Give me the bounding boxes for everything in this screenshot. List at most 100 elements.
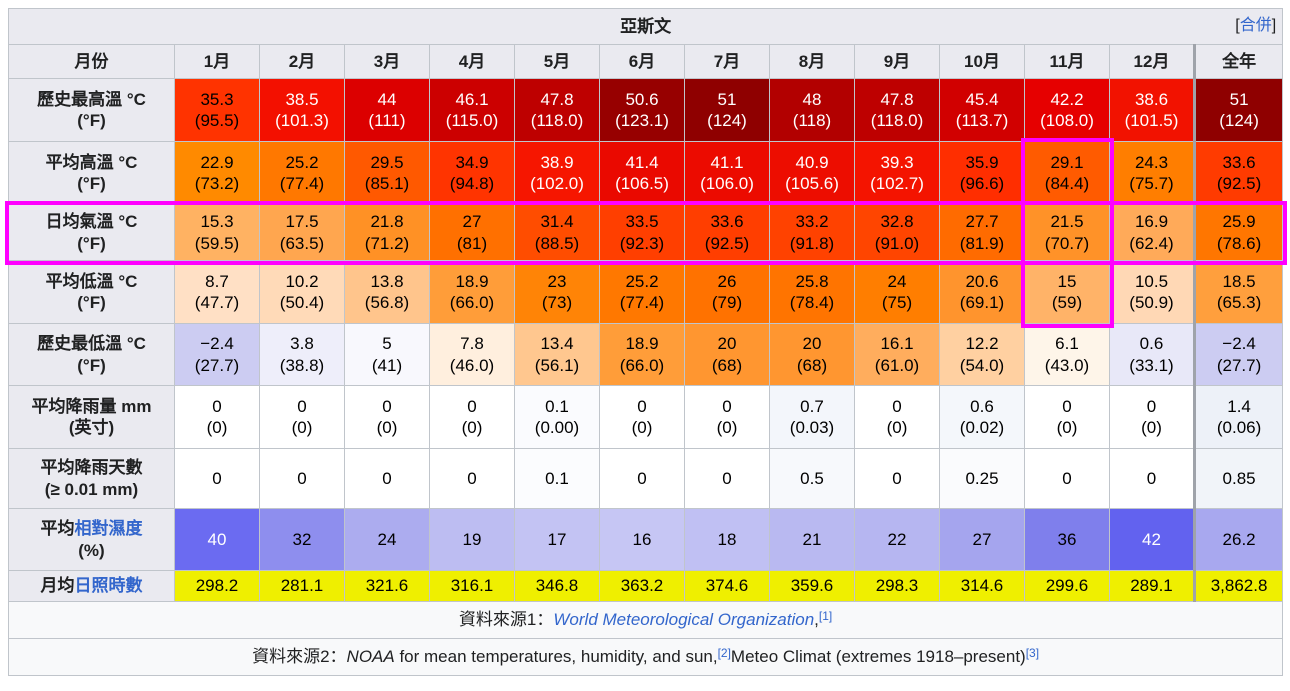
- cell-value: 22.9: [200, 152, 234, 172]
- wmo-link[interactable]: World Meteorological Organization: [553, 610, 815, 630]
- cell-secondary-value: (111): [368, 111, 406, 130]
- cell-sunshine-m9: 298.3: [854, 570, 940, 602]
- cell-precip-days-m11: 0: [1024, 448, 1110, 509]
- cell-value: 42: [1142, 529, 1161, 549]
- cell-value: 0: [892, 468, 902, 488]
- cell-record-low-m11: 6.1 (43.0): [1024, 323, 1110, 386]
- row-label-line1: 日均氣溫 °C: [45, 212, 138, 232]
- cell-mean-max-m10: 35.9 (96.6): [939, 141, 1025, 205]
- cell-value: 24: [377, 529, 397, 549]
- sunshine-link[interactable]: 日照時數: [74, 576, 143, 596]
- cell-daily-mean-annual: 25.9 (78.6): [1192, 204, 1284, 261]
- cell-value: 0.6: [970, 396, 994, 416]
- cell-sunshine-m1: 298.2: [174, 570, 260, 602]
- row-label-line2: (%): [78, 540, 105, 560]
- row-label-mean-min: 平均低溫 °C (°F): [8, 260, 175, 324]
- climate-table: 亞斯文 [合併] 月份 1月 2月 3月 4月 5月 6月 7月 8月 9月 10月 11月 12月 全年…: [7, 8, 1284, 676]
- cell-value: 47.8: [880, 89, 914, 109]
- bracket-close: ]: [1271, 17, 1277, 34]
- cell-value: 31.4: [540, 212, 574, 232]
- cell-secondary-value: (113.7): [955, 111, 1009, 130]
- cell-precip-days-m7: 0: [684, 448, 770, 509]
- cell-mean-max-m8: 40.9 (105.6): [769, 141, 855, 205]
- cell-value: 374.6: [705, 576, 749, 596]
- cell-precip-days-m8: 0.5: [769, 448, 855, 509]
- cell-secondary-value: (0): [376, 418, 398, 437]
- cell-mean-min-m8: 25.8 (78.4): [769, 260, 855, 324]
- ref-link-2[interactable]: [2]: [717, 645, 731, 660]
- row-label-text: 平均: [40, 519, 75, 539]
- cell-record-high-m3: 44 (111): [344, 78, 430, 142]
- row-label-line2: (°F): [77, 174, 106, 193]
- cell-value: 38.9: [540, 152, 574, 172]
- cell-value: 16.9: [1134, 212, 1169, 232]
- cell-value: 38.6: [1134, 89, 1169, 109]
- cell-value: 7.8: [460, 334, 484, 354]
- cell-mean-min-m4: 18.9 (66.0): [429, 260, 515, 324]
- cell-value: 42.2: [1050, 89, 1084, 109]
- cell-secondary-value: (118): [792, 111, 832, 130]
- cell-secondary-value: (91.0): [874, 233, 920, 253]
- cell-sunshine-m4: 316.1: [429, 570, 515, 602]
- cell-value: 3,862.8: [1210, 576, 1268, 596]
- cell-record-high-m8: 48 (118): [769, 78, 855, 142]
- cell-sunshine-m5: 346.8: [514, 570, 600, 602]
- cell-secondary-value: (101.3): [275, 111, 329, 130]
- cell-secondary-value: (0): [461, 418, 483, 437]
- cell-value: 0: [1062, 468, 1072, 488]
- row-label-line2: (°F): [77, 355, 106, 375]
- cell-value: 39.3: [880, 152, 914, 172]
- cell-precip-mm-m6: 0 (0): [599, 385, 685, 449]
- cell-value: 0: [297, 396, 307, 416]
- cell-secondary-value: (73): [541, 293, 573, 312]
- footnote-text2: Meteo Climat (extremes 1918–present): [730, 647, 1026, 667]
- cell-daily-mean-m3: 21.8 (71.2): [344, 204, 430, 261]
- title-row: 亞斯文 [合併]: [7, 8, 1284, 45]
- cell-value: −2.4: [1222, 334, 1256, 354]
- cell-value: 20.6: [965, 271, 999, 291]
- cell-mean-max-m3: 29.5 (85.1): [344, 141, 430, 205]
- cell-record-low-m2: 3.8 (38.8): [259, 323, 345, 386]
- cell-value: 33.2: [795, 212, 829, 232]
- cell-secondary-value: (91.8): [789, 233, 835, 253]
- cell-value: 3.8: [290, 334, 314, 354]
- cell-value: 27: [972, 529, 992, 549]
- cell-precip-mm-m4: 0 (0): [429, 385, 515, 449]
- cell-daily-mean-m10: 27.7 (81.9): [939, 204, 1025, 261]
- row-label-line2: (英寸): [68, 418, 115, 437]
- month-header-1: 1月: [174, 44, 260, 79]
- cell-precip-days-m3: 0: [344, 448, 430, 509]
- row-label-line2: (°F): [77, 233, 106, 253]
- cell-secondary-value: (92.5): [1216, 174, 1262, 193]
- cell-secondary-value: (0): [1056, 418, 1078, 437]
- footnote-row-2: 資料來源2：NOAA for mean temperatures, humidi…: [7, 638, 1284, 676]
- cell-record-high-m12: 38.6 (101.5): [1109, 78, 1195, 142]
- bracket-open: [: [1235, 17, 1240, 34]
- cell-humidity-m5: 17: [514, 508, 600, 571]
- cell-value: 21.5: [1050, 212, 1084, 232]
- cell-daily-mean-m7: 33.6 (92.5): [684, 204, 770, 261]
- cell-humidity-m9: 22: [854, 508, 940, 571]
- ref-link-3[interactable]: [3]: [1025, 645, 1040, 660]
- row-label-line2: (°F): [77, 111, 106, 130]
- cell-secondary-value: (0.02): [959, 418, 1005, 437]
- cell-secondary-value: (66.0): [449, 293, 495, 312]
- cell-value: 13.8: [370, 271, 404, 291]
- cell-mean-max-m4: 34.9 (94.8): [429, 141, 515, 205]
- humidity-link[interactable]: 相對濕度: [74, 519, 143, 539]
- cell-value: 298.3: [875, 576, 919, 596]
- cell-secondary-value: (75.7): [1129, 174, 1174, 193]
- cell-secondary-value: (43.0): [1044, 355, 1090, 375]
- cell-precip-mm-m5: 0.1 (0.00): [514, 385, 600, 449]
- cell-precip-mm-m8: 0.7 (0.03): [769, 385, 855, 449]
- cell-secondary-value: (56.1): [534, 355, 580, 375]
- row-label-line1: 平均高溫 °C: [45, 152, 138, 172]
- cell-daily-mean-m11: 21.5 (70.7): [1024, 204, 1110, 261]
- merge-link[interactable]: 合併: [1239, 17, 1272, 34]
- cell-value: 24: [887, 271, 907, 291]
- cell-secondary-value: (124): [1219, 111, 1259, 130]
- row-label-record-low: 歷史最低溫 °C (°F): [8, 323, 175, 386]
- annual-header: 全年: [1192, 44, 1284, 79]
- ref-link-1[interactable]: [1]: [818, 608, 833, 623]
- cell-record-high-m7: 51 (124): [684, 78, 770, 142]
